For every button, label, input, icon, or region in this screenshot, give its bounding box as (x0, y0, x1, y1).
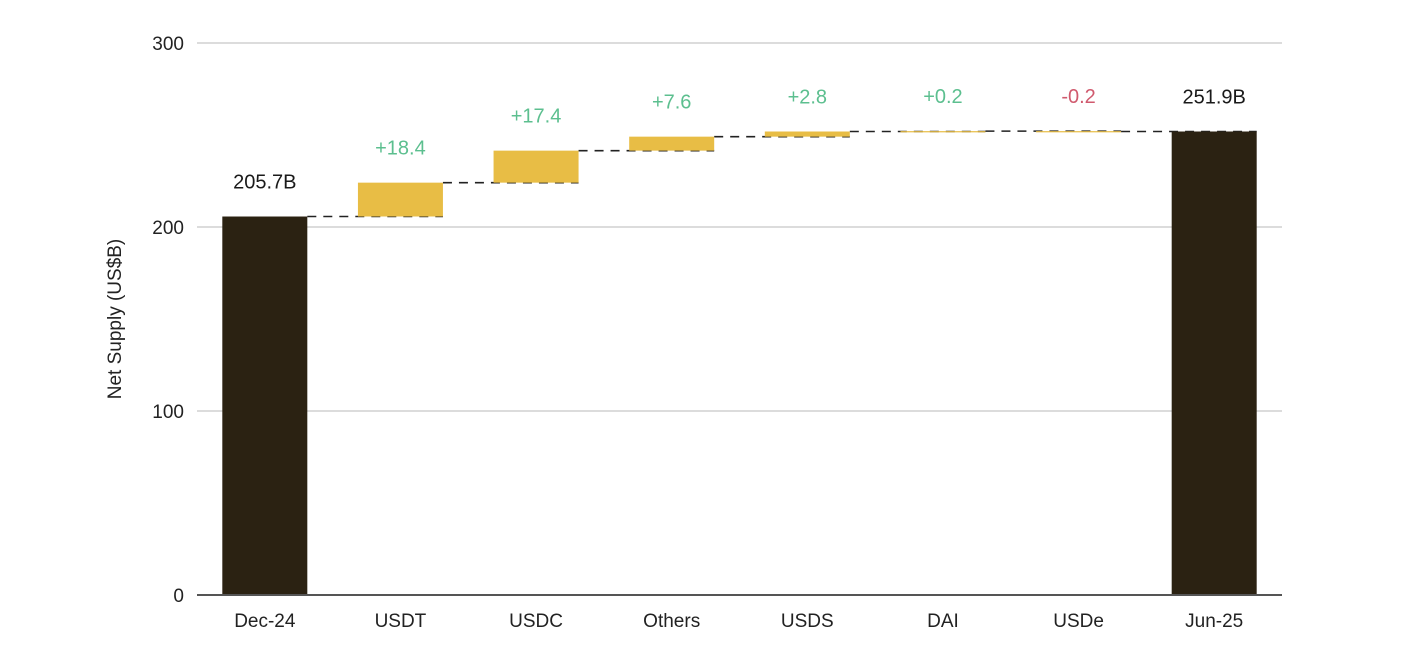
value-label: 251.9B (1182, 87, 1245, 109)
bar-usde (1036, 131, 1122, 133)
y-tick-label: 100 (152, 402, 184, 423)
value-label: -0.2 (1061, 86, 1095, 108)
value-label: +0.2 (923, 86, 962, 108)
y-axis-label: Net Supply (US$B) (105, 239, 126, 400)
x-category-label: USDS (781, 611, 834, 632)
bars (222, 131, 1257, 595)
value-label: +2.8 (788, 87, 827, 109)
value-labels: 205.7B +18.4 +17.4 +7.6 +2.8 +0.2 -0.2 251.9B (233, 86, 1246, 193)
x-axis-categories: Dec-24 USDT USDC Others USDS DAI USDe Jun-25 (234, 611, 1243, 632)
bar-jun-25 (1171, 131, 1257, 595)
connector-lines (307, 130, 1257, 218)
gridlines (197, 42, 1282, 412)
value-label: +18.4 (375, 138, 426, 160)
x-category-label: USDT (375, 611, 427, 632)
y-axis-ticks: 0 100 200 300 (152, 34, 184, 607)
x-category-label: USDC (509, 611, 563, 632)
bar-others (629, 136, 715, 151)
y-tick-label: 200 (152, 218, 184, 239)
x-category-label: USDe (1053, 611, 1104, 632)
value-label: 205.7B (233, 172, 296, 194)
y-tick-label: 300 (152, 34, 184, 55)
bar-dec-24 (222, 216, 308, 595)
bar-usds (764, 131, 850, 137)
y-tick-label: 0 (173, 586, 184, 607)
x-category-label: Others (643, 611, 700, 632)
bar-usdc (493, 150, 579, 183)
x-category-label: Dec-24 (234, 611, 296, 632)
value-label: +17.4 (511, 106, 562, 128)
x-category-label: DAI (927, 611, 959, 632)
x-category-label: Jun-25 (1185, 611, 1243, 632)
bar-dai (900, 131, 986, 133)
value-label: +7.6 (652, 92, 691, 114)
bar-usdt (357, 182, 443, 217)
